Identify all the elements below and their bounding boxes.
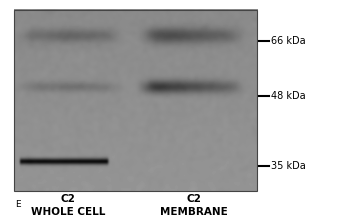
Text: C2: C2 [61,194,76,204]
Text: WHOLE CELL: WHOLE CELL [31,207,105,217]
Text: 35 kDa: 35 kDa [271,161,306,171]
Text: E: E [15,200,20,209]
Text: MEMBRANE: MEMBRANE [160,207,228,217]
Text: C2: C2 [187,194,202,204]
Text: 66 kDa: 66 kDa [271,36,306,46]
Text: 48 kDa: 48 kDa [271,91,306,101]
